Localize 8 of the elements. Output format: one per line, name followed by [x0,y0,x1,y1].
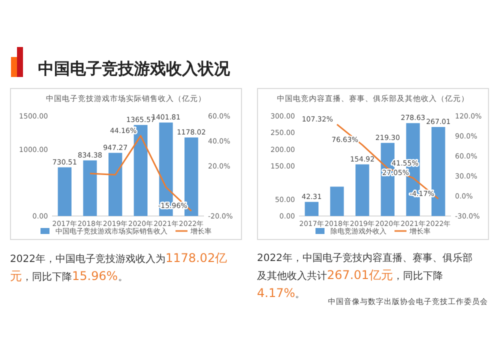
bar [355,164,370,216]
bar [58,167,72,216]
text: 2022年，中国电子竞技游戏收入为1178.02亿元，同比下降15.96%。 [10,251,228,283]
bar [108,152,122,216]
bar [83,160,97,216]
bar [304,202,319,216]
text: 中国电子竞技游戏收入状况 [38,59,231,78]
bar [330,186,344,216]
